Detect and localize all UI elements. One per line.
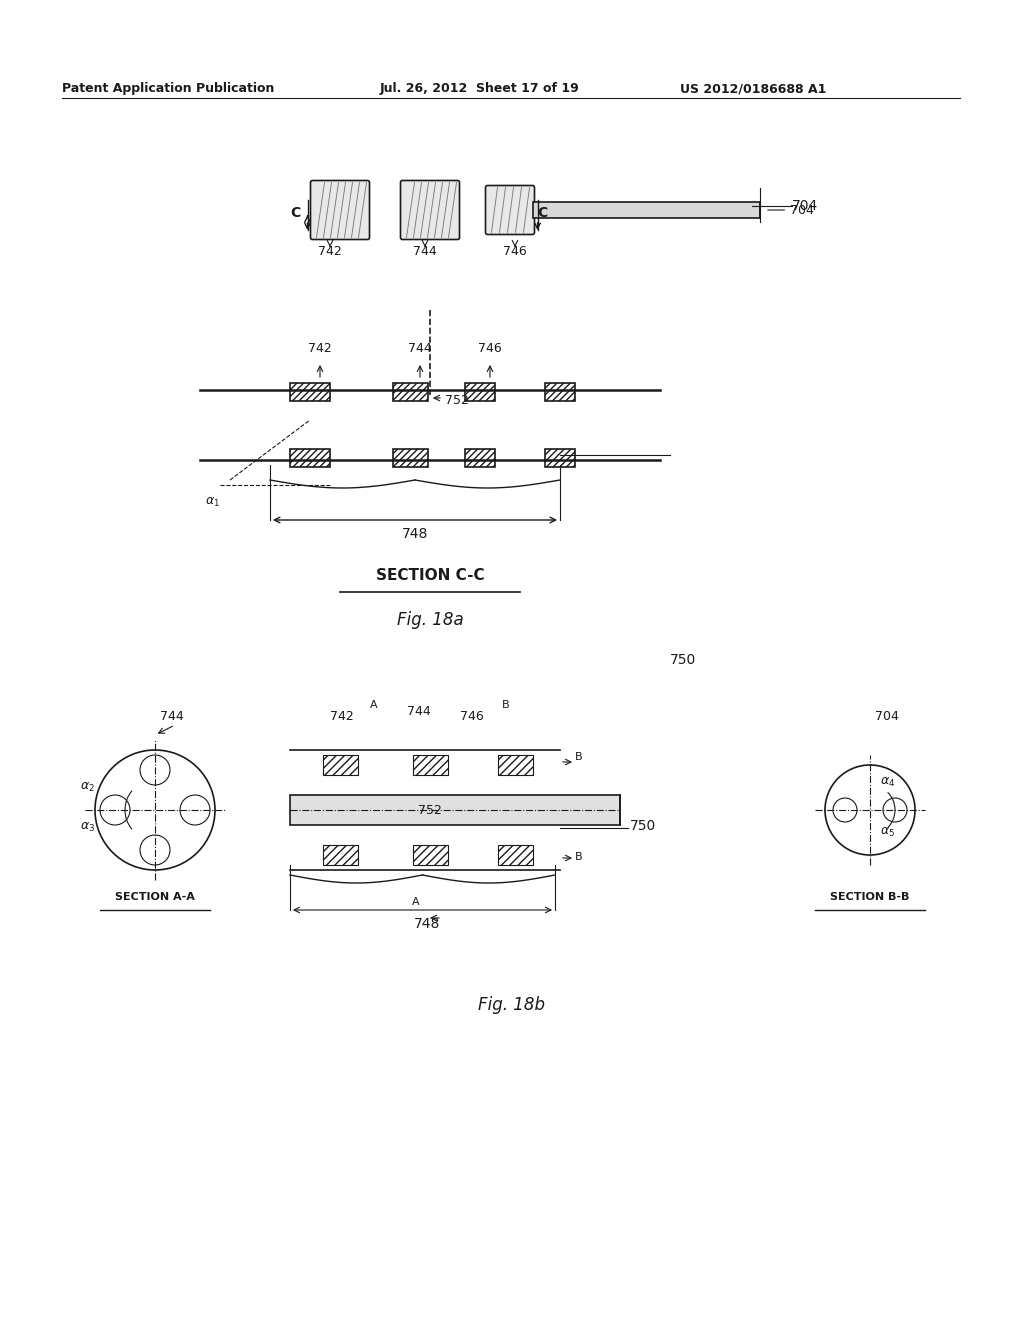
Text: SECTION B-B: SECTION B-B — [830, 892, 909, 902]
Bar — [413, 755, 447, 775]
Text: 750: 750 — [670, 653, 696, 667]
Text: 752: 752 — [418, 804, 442, 817]
Text: $\alpha_1$: $\alpha_1$ — [205, 496, 220, 510]
Bar — [465, 449, 495, 467]
Text: C: C — [291, 206, 301, 220]
Text: 752: 752 — [445, 393, 469, 407]
Text: $\alpha_5$: $\alpha_5$ — [880, 826, 895, 840]
Text: Patent Application Publication: Patent Application Publication — [62, 82, 274, 95]
Text: Fig. 18a: Fig. 18a — [396, 611, 464, 630]
Text: 744: 744 — [160, 710, 183, 723]
Text: 744: 744 — [407, 705, 431, 718]
Text: 746: 746 — [460, 710, 483, 723]
Text: 748: 748 — [414, 917, 440, 931]
Bar — [392, 449, 427, 467]
Text: Fig. 18b: Fig. 18b — [478, 997, 546, 1014]
Bar — [545, 449, 575, 467]
Text: $\alpha_4$: $\alpha_4$ — [880, 776, 895, 789]
FancyBboxPatch shape — [310, 181, 370, 239]
FancyBboxPatch shape — [400, 181, 460, 239]
Bar — [498, 755, 532, 775]
Text: 742: 742 — [308, 342, 332, 355]
Text: 750: 750 — [630, 818, 656, 833]
Text: 744: 744 — [409, 342, 432, 355]
Text: US 2012/0186688 A1: US 2012/0186688 A1 — [680, 82, 826, 95]
Text: 704: 704 — [792, 199, 818, 213]
Text: 704: 704 — [874, 710, 899, 723]
FancyBboxPatch shape — [485, 186, 535, 235]
Text: C: C — [538, 206, 548, 220]
Text: SECTION C-C: SECTION C-C — [376, 568, 484, 583]
Text: SECTION A-A: SECTION A-A — [115, 892, 195, 902]
Text: B: B — [575, 851, 583, 862]
Bar — [498, 845, 532, 865]
Bar — [290, 449, 330, 467]
Bar — [413, 845, 447, 865]
Text: 704: 704 — [768, 203, 814, 216]
Text: 744: 744 — [413, 246, 437, 257]
Bar — [465, 383, 495, 401]
Text: 748: 748 — [401, 527, 428, 541]
Text: 742: 742 — [318, 246, 342, 257]
Text: B: B — [575, 752, 583, 762]
Bar — [290, 383, 330, 401]
Text: $\alpha_2$: $\alpha_2$ — [80, 781, 95, 795]
Bar — [290, 795, 620, 825]
Text: 746: 746 — [478, 342, 502, 355]
Text: B: B — [502, 700, 510, 710]
Bar — [545, 383, 575, 401]
Text: Jul. 26, 2012  Sheet 17 of 19: Jul. 26, 2012 Sheet 17 of 19 — [380, 82, 580, 95]
Text: 746: 746 — [503, 246, 527, 257]
Text: $\alpha_3$: $\alpha_3$ — [80, 821, 95, 834]
Text: A: A — [370, 700, 378, 710]
Bar — [323, 755, 357, 775]
Bar — [392, 383, 427, 401]
Text: 742: 742 — [330, 710, 353, 723]
Bar — [532, 202, 760, 218]
Text: A: A — [412, 898, 420, 907]
Bar — [323, 845, 357, 865]
